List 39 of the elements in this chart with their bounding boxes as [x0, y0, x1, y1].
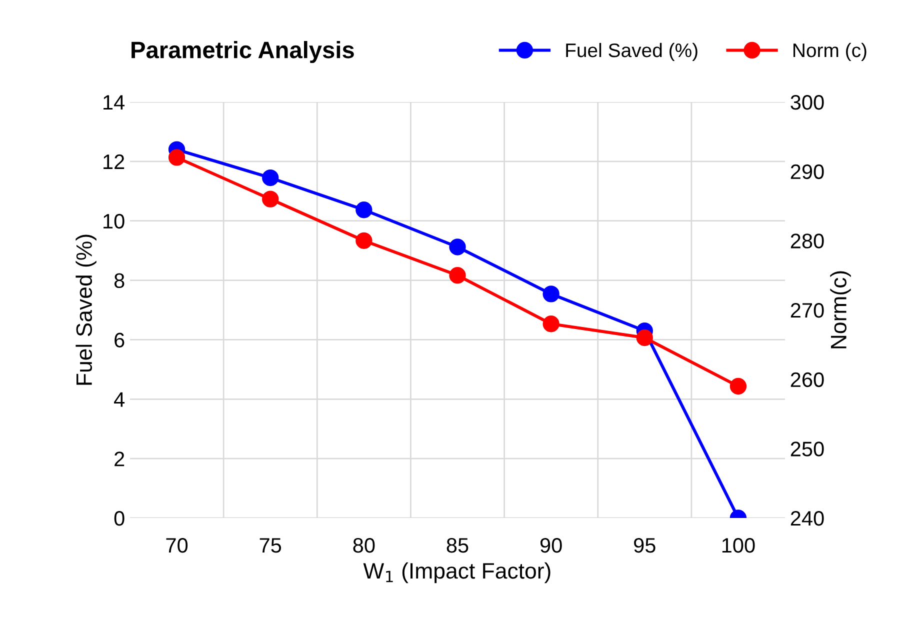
x-tick-label: 80 — [353, 538, 375, 553]
y-tick-label: 4 — [114, 392, 125, 407]
y2-tick-label: 250 — [790, 442, 824, 456]
point — [168, 149, 186, 166]
y-tick-label: 0 — [114, 511, 124, 526]
y-tick-label: 12 — [104, 154, 124, 169]
y2-axis-title: Norm(c) — [830, 271, 851, 348]
y2-tick-label: 240 — [790, 511, 824, 526]
y-tick-label: 10 — [104, 214, 124, 229]
point — [262, 190, 279, 208]
point — [449, 238, 466, 256]
y-tick-label: 8 — [114, 273, 124, 288]
x-axis-title: W$_{1}$ (Impact Factor) — [363, 562, 550, 584]
y2-tick-label: 280 — [790, 234, 824, 248]
y2-tick-label: 300 — [790, 95, 824, 110]
y2-tick-label: 260 — [790, 372, 824, 388]
x-tick-label: 85 — [446, 538, 468, 553]
y-tick-label: 2 — [114, 452, 124, 466]
point — [356, 232, 372, 249]
legend-label: Fuel Saved (%) — [566, 42, 698, 62]
y-axis-title: Fuel Saved (%) — [76, 234, 96, 385]
legend-label: Norm (c) — [793, 42, 866, 62]
y-tick-label: 14 — [104, 95, 125, 110]
x-tick-label: 70 — [166, 538, 188, 553]
y-tick-label: 6 — [114, 332, 124, 348]
y2-tick-label: 290 — [790, 164, 824, 180]
x-tick-label: 90 — [540, 538, 562, 553]
point — [542, 316, 560, 332]
x-tick-label: 75 — [260, 538, 282, 553]
point — [449, 267, 466, 284]
point — [356, 202, 372, 218]
point — [262, 169, 279, 186]
point — [636, 329, 653, 346]
point — [730, 378, 747, 395]
chart-title: Parametric Analysis — [132, 40, 354, 64]
point — [542, 286, 560, 302]
y2-tick-label: 270 — [790, 303, 824, 318]
x-tick-label: 100 — [722, 538, 755, 553]
x-tick-label: 95 — [634, 538, 656, 553]
